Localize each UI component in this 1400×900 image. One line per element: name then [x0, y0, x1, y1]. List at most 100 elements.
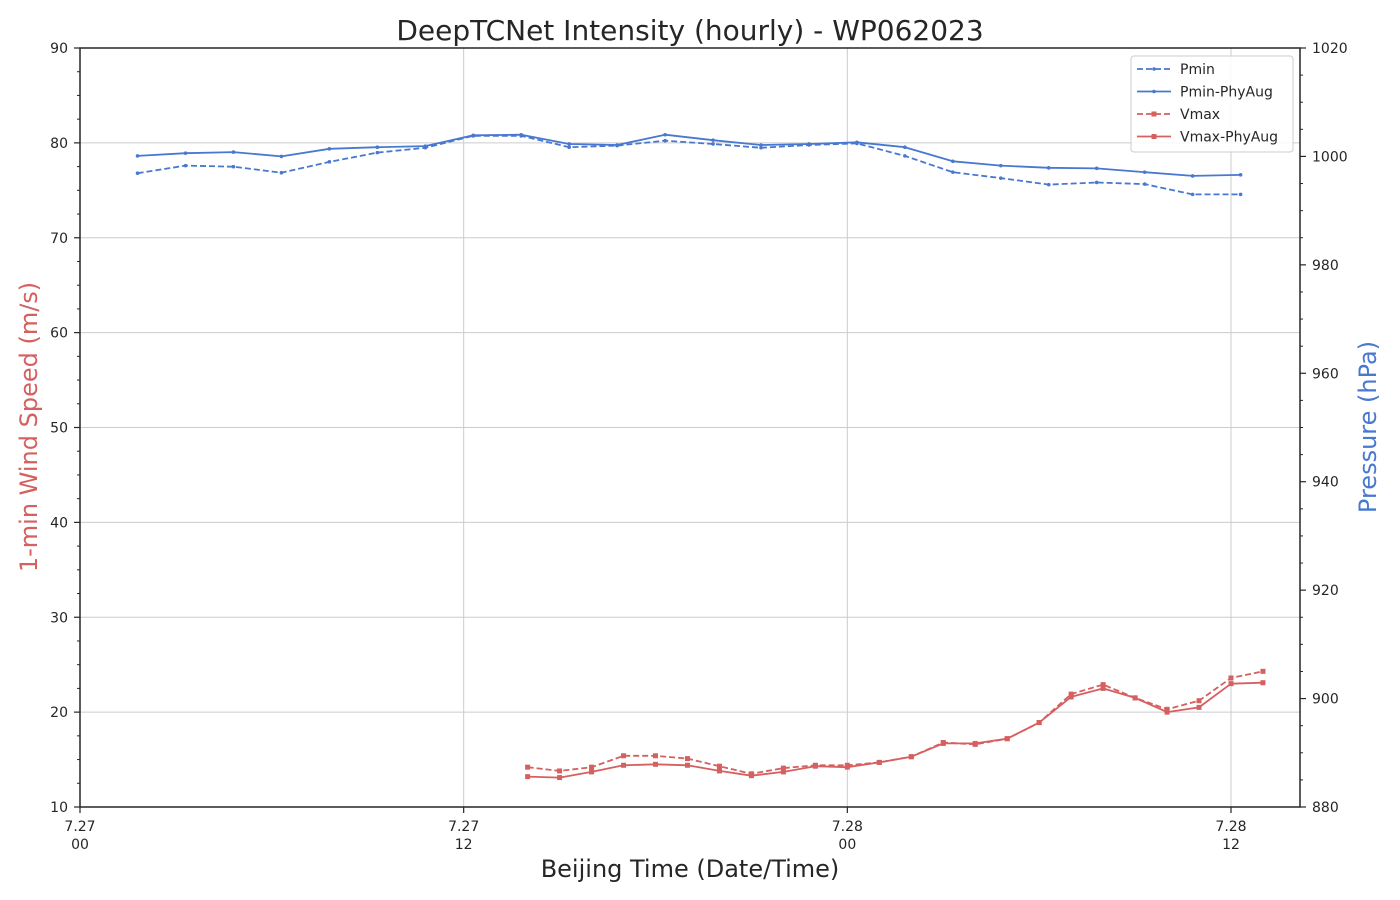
data-point: [557, 768, 563, 774]
data-point: [1094, 180, 1099, 185]
data-point: [951, 159, 955, 164]
y-left-tick-label: 70: [50, 231, 68, 247]
data-point: [780, 765, 786, 771]
legend-label-vmax: Vmax: [1180, 107, 1220, 123]
data-point: [903, 154, 907, 158]
data-point: [135, 171, 140, 176]
data-point: [519, 132, 524, 137]
data-point: [1196, 698, 1202, 704]
legend-box: [1130, 55, 1294, 153]
data-point: [1260, 680, 1266, 686]
data-point: [327, 160, 332, 164]
data-point: [183, 151, 188, 155]
data-point: [183, 163, 188, 168]
data-point: [525, 764, 531, 770]
data-point: [999, 176, 1003, 180]
data-point: [759, 143, 763, 147]
data-point: [231, 164, 236, 169]
x-tick-label-date: 7.27: [64, 819, 95, 835]
data-point: [855, 140, 859, 145]
y-left-tick-label: 10: [50, 800, 68, 816]
data-point: [567, 145, 571, 150]
x-tick-label-date: 7.28: [832, 819, 863, 835]
legend: Pmin Pmin-PhyAug Vmax Vmax-PhyAug: [1130, 55, 1294, 153]
y-right-tick-label: 900: [1312, 692, 1339, 708]
data-point: [1238, 192, 1243, 197]
data-point: [807, 142, 811, 146]
series-pmin-phyaug: [135, 132, 1243, 178]
y-left-tick-label: 30: [50, 610, 68, 626]
y-left-tick-label: 60: [50, 326, 68, 342]
ticks-layer: 1020304050607080907.27007.27127.28007.28…: [50, 41, 1347, 853]
data-point: [1164, 709, 1170, 715]
data-point: [1142, 182, 1147, 186]
y-left-tick-label: 80: [50, 136, 68, 152]
chart-title: DeepTCNet Intensity (hourly) - WP062023: [396, 14, 983, 47]
x-axis-title: Beijing Time (Date/Time): [541, 855, 840, 883]
data-point: [1100, 685, 1106, 691]
data-point: [557, 775, 563, 781]
data-point: [653, 753, 658, 759]
data-point: [684, 762, 690, 768]
data-point: [589, 769, 595, 775]
legend-label-pmin: Pmin: [1180, 62, 1215, 78]
data-point: [999, 163, 1003, 168]
data-point: [1142, 170, 1147, 174]
data-point: [1068, 691, 1074, 697]
legend-marker-vmax: [1151, 111, 1157, 117]
legend-marker-vmax-phyaug: [1151, 134, 1157, 139]
data-point: [1190, 174, 1195, 178]
data-point: [812, 763, 818, 769]
data-point: [471, 133, 476, 138]
data-point: [135, 154, 140, 158]
data-point: [711, 138, 715, 142]
data-point: [1260, 668, 1266, 674]
data-point: [375, 145, 380, 150]
data-point: [951, 170, 955, 174]
y-left-tick-label: 40: [50, 515, 68, 531]
data-point: [279, 154, 284, 159]
data-point: [1046, 166, 1051, 170]
y-right-tick-label: 1000: [1312, 149, 1348, 165]
x-tick-label-date: 7.27: [448, 819, 479, 835]
data-point: [759, 145, 763, 150]
data-point: [1036, 720, 1042, 726]
data-point: [567, 142, 571, 146]
data-point: [663, 132, 667, 137]
data-point: [423, 144, 428, 148]
data-point: [1238, 173, 1243, 177]
data-point: [525, 774, 531, 780]
data-point: [1046, 182, 1051, 187]
data-point: [279, 170, 284, 175]
data-point: [615, 143, 619, 147]
series-layer: [135, 132, 1266, 781]
data-point: [1100, 682, 1106, 688]
x-tick-label-hour: 12: [455, 837, 473, 853]
data-point: [621, 753, 627, 759]
data-point: [780, 769, 786, 775]
y-left-tick-label: 20: [50, 705, 68, 721]
data-point: [1190, 192, 1195, 197]
data-point: [903, 145, 907, 150]
data-point: [231, 150, 236, 154]
y-right-tick-label: 1020: [1312, 41, 1348, 57]
data-point: [876, 759, 882, 765]
series-line-pmin: [137, 134, 1241, 196]
y-right-axis-title: Pressure (hPa): [1354, 341, 1382, 513]
legend-marker-pmin-phyaug: [1152, 89, 1156, 94]
y-right-tick-label: 960: [1312, 366, 1339, 382]
data-point: [1094, 166, 1099, 171]
data-point: [1164, 706, 1170, 712]
data-point: [327, 147, 332, 151]
series-line-vmax-phyaug: [527, 681, 1264, 779]
data-point: [908, 754, 914, 760]
data-point: [684, 756, 690, 762]
data-point: [716, 763, 722, 769]
legend-marker-pmin: [1152, 67, 1156, 71]
data-point: [1196, 704, 1202, 710]
y-right-tick-label: 880: [1312, 800, 1339, 816]
data-point: [1068, 694, 1074, 700]
x-tick-label-hour: 00: [838, 837, 856, 853]
y-right-tick-label: 980: [1312, 258, 1339, 274]
